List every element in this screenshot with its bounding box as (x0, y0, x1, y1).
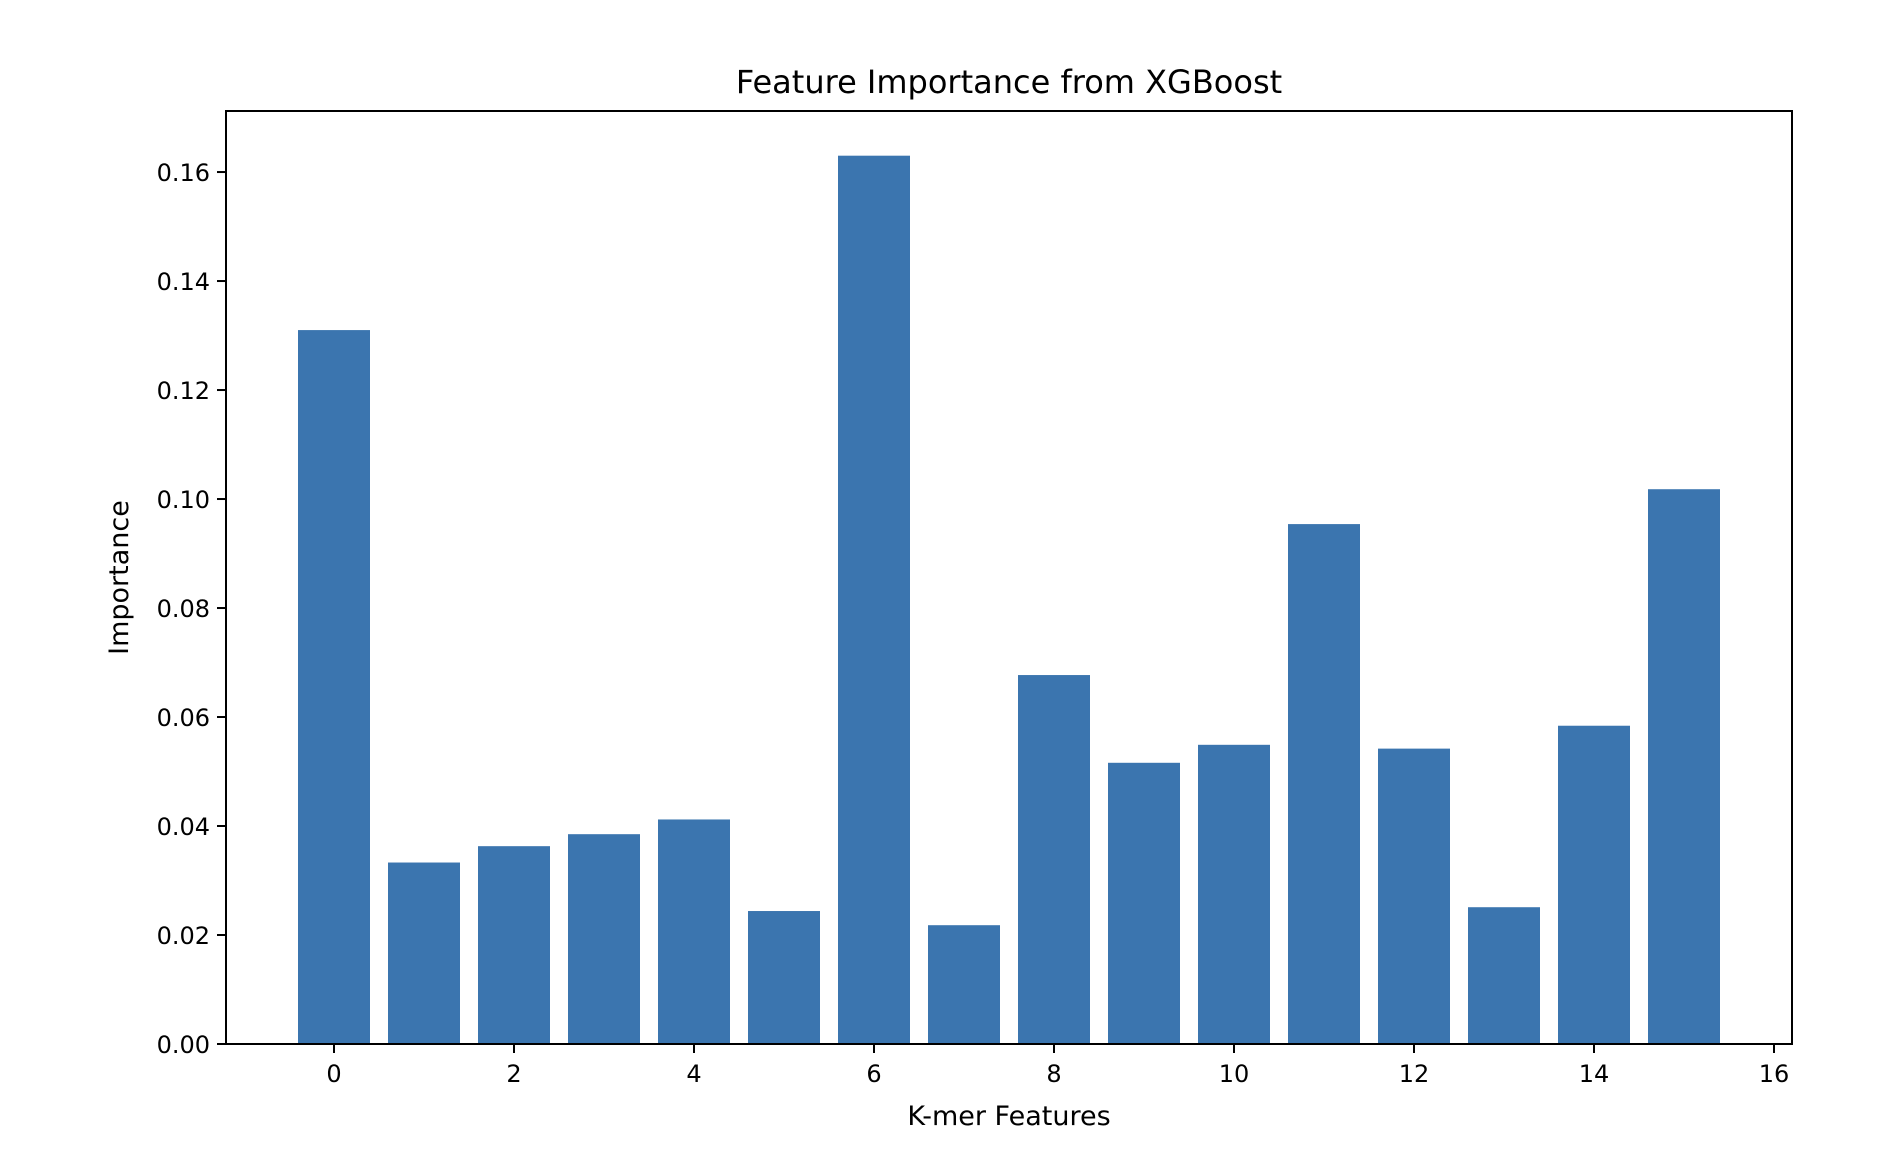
y-tick-label: 0.16 (157, 159, 210, 187)
bar-feature-13 (1468, 907, 1540, 1044)
chart-title: Feature Importance from XGBoost (736, 63, 1282, 101)
y-tick-label: 0.14 (157, 268, 210, 296)
x-tick-label: 10 (1219, 1060, 1250, 1088)
bar-feature-9 (1108, 762, 1180, 1044)
plot-frame (225, 110, 1793, 1045)
bar-feature-1 (388, 862, 460, 1044)
bar-feature-3 (568, 834, 640, 1044)
y-tick-label: 0.00 (157, 1031, 210, 1059)
bar-feature-0 (298, 330, 370, 1045)
bar-feature-4 (658, 819, 730, 1044)
x-tick-label: 8 (1046, 1060, 1061, 1088)
y-tick-label: 0.10 (157, 486, 210, 514)
x-tick-label: 0 (326, 1060, 341, 1088)
bar-feature-10 (1198, 744, 1270, 1044)
x-tick-label: 14 (1579, 1060, 1610, 1088)
bars-group (298, 155, 1720, 1045)
x-axis-label: K-mer Features (907, 1101, 1110, 1132)
bar-feature-5 (748, 911, 820, 1044)
bar-feature-12 (1378, 748, 1450, 1044)
y-tick-label: 0.06 (157, 704, 210, 732)
y-tick-label: 0.02 (157, 922, 210, 950)
y-tick-label: 0.08 (157, 595, 210, 623)
bar-feature-2 (478, 846, 550, 1044)
bar-feature-11 (1288, 524, 1360, 1044)
x-axis-ticks: 0 2 4 6 8 10 12 14 16 (326, 1044, 1789, 1088)
x-tick-label: 2 (506, 1060, 521, 1088)
y-axis-ticks: 0.00 0.02 0.04 0.06 0.08 0.10 0.12 0.14 0.16 (157, 159, 226, 1059)
y-tick-label: 0.04 (157, 813, 210, 841)
bar-feature-8 (1018, 675, 1090, 1044)
x-tick-label: 12 (1399, 1060, 1430, 1088)
bar-feature-7 (928, 925, 1000, 1044)
y-tick-label: 0.12 (157, 377, 210, 405)
bar-feature-6 (838, 155, 910, 1044)
y-axis-label: Importance (104, 500, 135, 655)
bar-feature-15 (1648, 489, 1720, 1045)
x-tick-label: 16 (1759, 1060, 1790, 1088)
x-tick-label: 6 (866, 1060, 881, 1088)
bar-feature-14 (1558, 725, 1630, 1044)
x-tick-label: 4 (686, 1060, 701, 1088)
